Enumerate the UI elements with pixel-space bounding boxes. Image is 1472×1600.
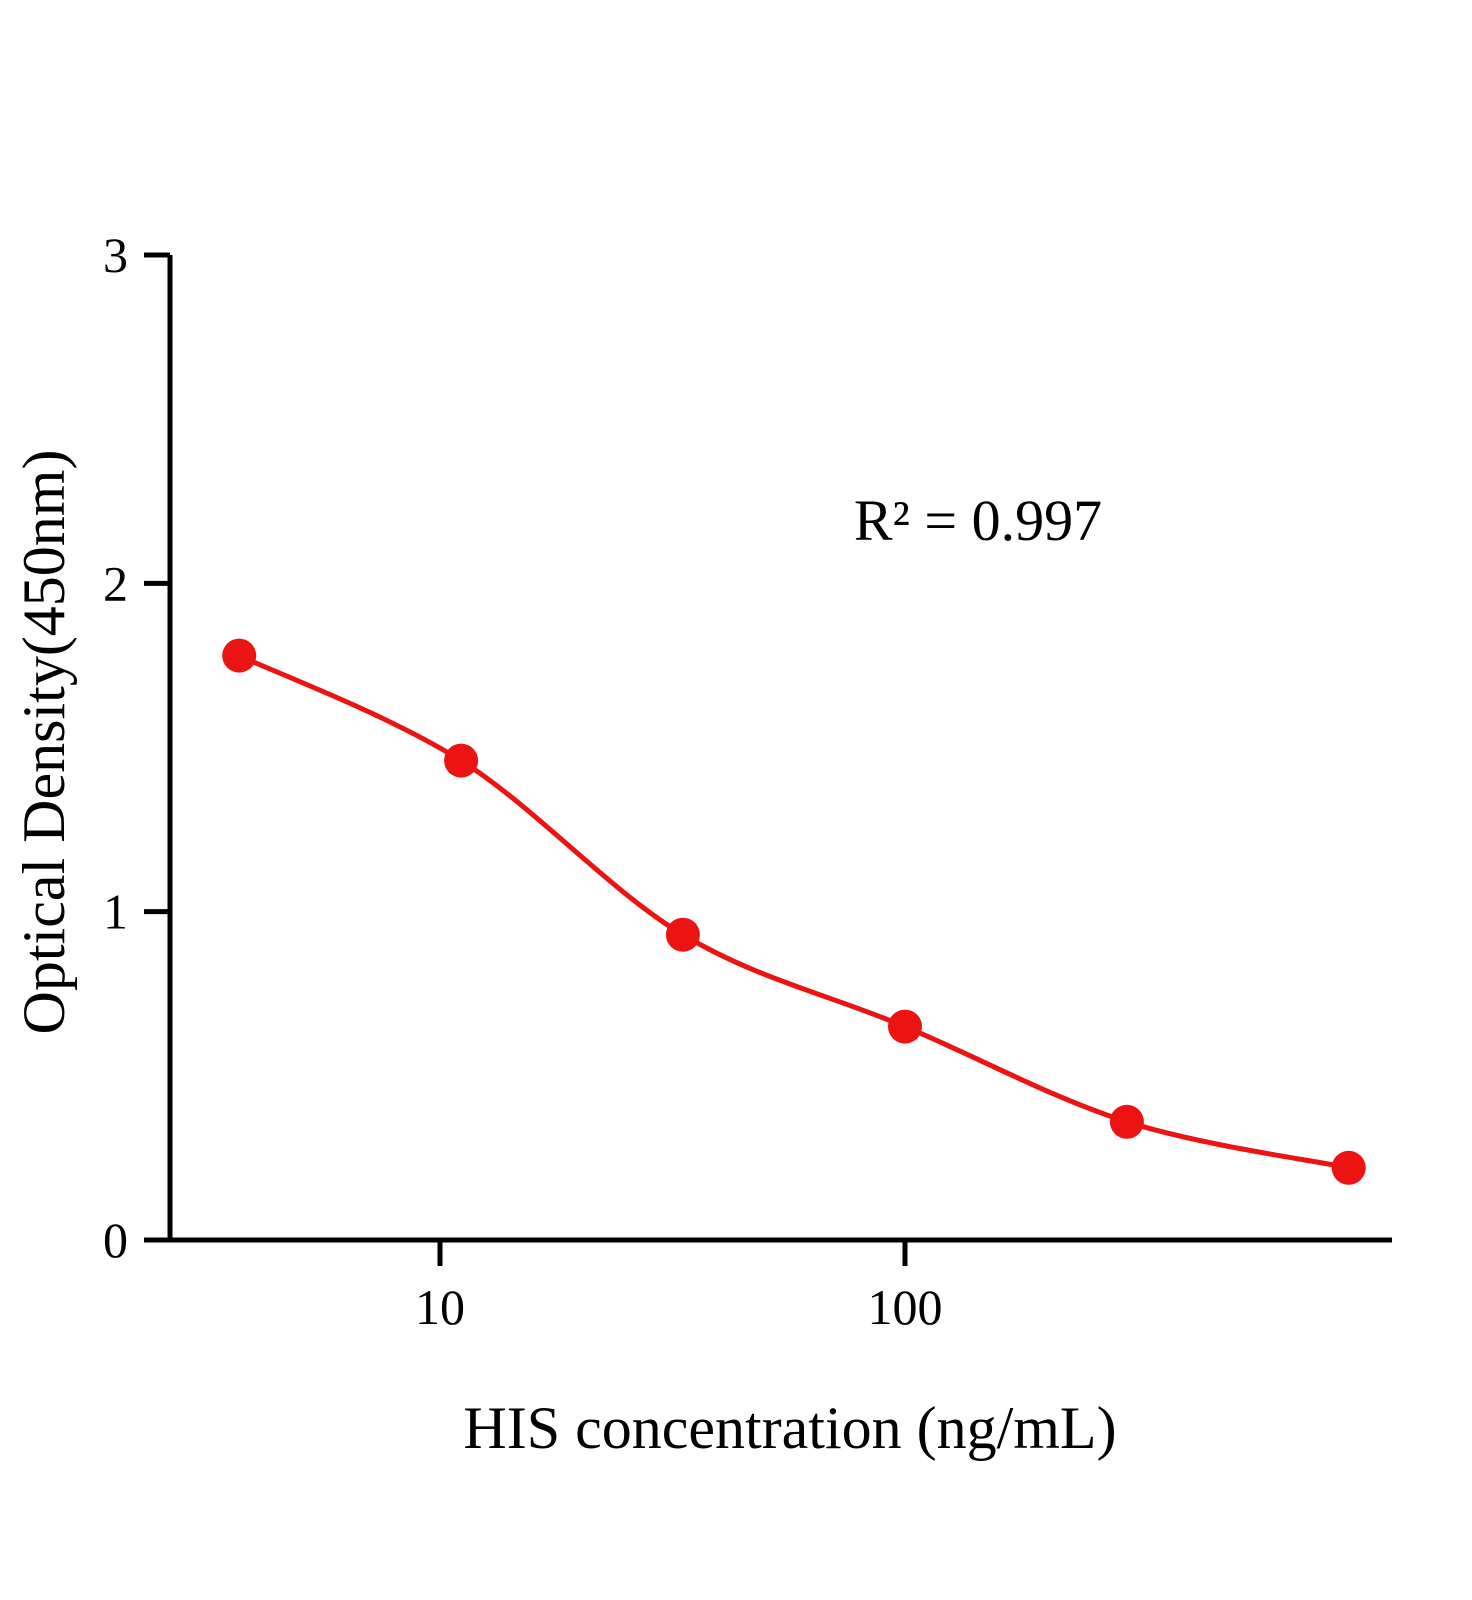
y-axis-title: Optical Density(450nm) xyxy=(11,450,77,1035)
data-point-marker xyxy=(1331,1150,1366,1185)
r-squared-annotation: R² = 0.997 xyxy=(854,488,1102,553)
data-point-marker xyxy=(665,917,700,952)
fit-curve xyxy=(236,653,1352,1171)
axes: 0 1 2 3 10 100 xyxy=(103,227,1392,1335)
data-point-marker xyxy=(888,1009,922,1044)
data-points-layer xyxy=(222,638,1366,1185)
y-axis-tick-label: 3 xyxy=(103,227,128,283)
x-axis-tick-label: 10 xyxy=(415,1279,465,1335)
data-point-marker xyxy=(444,743,479,778)
y-axis-tick-label: 2 xyxy=(103,555,128,611)
data-point-marker xyxy=(222,638,257,673)
fit-curve-layer xyxy=(236,653,1352,1171)
x-axis-tick-label: 100 xyxy=(868,1279,943,1335)
labels-layer: Optical Density(450nm) HIS concentration… xyxy=(11,450,1117,1461)
data-point-marker xyxy=(1109,1104,1144,1139)
y-axis-tick-label: 1 xyxy=(103,884,128,940)
y-axis-tick-label: 0 xyxy=(103,1212,128,1268)
x-axis-title: HIS concentration (ng/mL) xyxy=(463,1395,1116,1461)
